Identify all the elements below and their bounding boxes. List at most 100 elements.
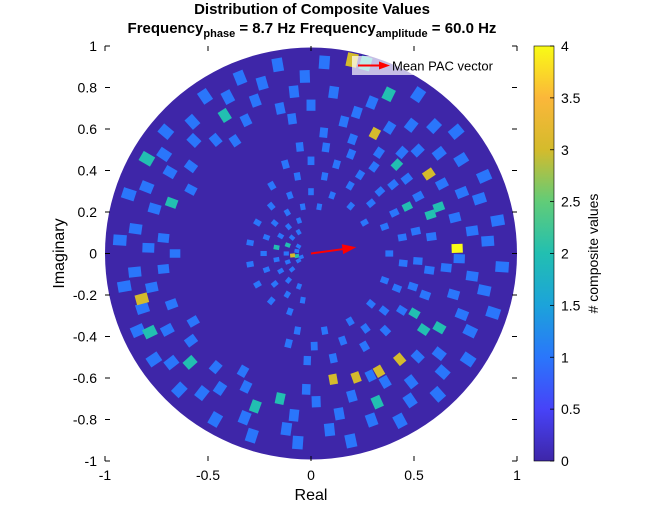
heatmap-cell-40 [280,421,293,436]
heatmap-cell-192 [283,290,292,299]
heatmap-cell-64 [288,408,300,422]
heatmap-cell-173 [267,180,277,191]
heatmap-cell-50 [426,118,443,135]
heatmap-cell-52 [288,85,300,99]
heatmap-cell-116 [451,243,463,254]
heatmap-cell-139 [410,226,422,236]
heatmap-cell-147 [303,355,312,366]
heatmap-cell-100 [382,120,397,135]
heatmap-cell-188 [262,233,271,241]
heatmap-cell-28 [255,75,269,91]
heatmap-cell-80 [208,132,223,148]
heatmap-cell-189 [260,250,267,257]
heatmap-cell-169 [365,298,376,309]
plot-area [105,47,517,460]
heatmap-cell-55 [186,132,202,149]
heatmap-cell-123 [424,209,437,221]
heatmap-cells [112,52,510,450]
heatmap-cell-30 [184,113,201,130]
heatmap-cell-110 [416,323,431,337]
heatmap-cell-130 [400,172,414,185]
heatmap-cell-135 [379,324,392,337]
heatmap-cell-144 [321,142,331,153]
colorbar-tick-label: 2 [561,246,569,262]
heatmap-cell-145 [295,142,304,152]
vector-shaft [310,248,343,255]
heatmap-cell-31 [156,146,173,163]
heatmap-cell-6 [157,123,175,140]
heatmap-cell-167 [385,250,394,257]
heatmap-cell-157 [332,159,341,170]
heatmap-cell-98 [434,177,450,191]
heatmap-cell-13 [170,381,188,399]
heatmap-cell-191 [270,280,279,288]
legend-entry-mean-pac-vector: Mean PAC vector [392,59,494,74]
heatmap-cell-178 [328,191,336,200]
heatmap-cell-81 [183,159,199,174]
heatmap-cell-182 [266,296,276,306]
heatmap-cell-134 [359,340,371,353]
legend-box [352,56,514,75]
heatmap-cell-86 [183,333,199,348]
heatmap-cell-75 [365,95,379,110]
heatmap-cell-148 [338,335,348,346]
subtitle-phase-subscript: phase [203,28,235,40]
y-tick-label: 0.4 [78,163,98,179]
heatmap-cell-23 [490,214,506,227]
heatmap-cell-9 [112,234,127,246]
heatmap-cell-14 [207,410,224,428]
colorbar-label: # composite values [585,194,601,314]
heatmap-cell-17 [344,433,358,449]
y-tick-label: -0.6 [73,370,97,386]
heatmap-cell-202 [295,217,303,225]
heatmap-cell-136 [395,304,408,316]
heatmap-cell-143 [345,148,357,160]
heatmap-cell-190 [262,266,271,274]
heatmap-cell-180 [360,218,369,227]
colorbar-tick-label: 4 [561,38,569,54]
y-axis-ticks: 1 0.8 0.6 0.4 0.2 0 -0.2 -0.4 -0.6 -0.8 -1 [73,38,517,469]
heatmap-cell-77 [306,99,316,111]
heatmap-cell-109 [364,369,377,383]
heatmap-cell-106 [186,315,200,328]
heatmap-cell-44 [434,364,451,381]
heatmap-cell-208 [288,266,296,273]
heatmap-cell-99 [410,143,425,158]
heatmap-cell-97 [448,211,462,224]
subtitle-phase-value: = 8.7 Hz Frequency [235,20,376,37]
heatmap-cell-7 [138,150,156,167]
heatmap-cell-59 [145,281,159,294]
heatmap-cell-18 [392,412,408,430]
y-tick-label: 0.8 [78,80,98,96]
heatmap-cell-68 [431,346,447,362]
colorbar: 0 0.5 1 1.5 2 2.5 3 3.5 4 # composite values [533,38,601,469]
heatmap-cell-175 [266,201,276,211]
chart-title: Distribution of Composite Values [194,1,430,18]
heatmap-cell-193 [299,203,306,211]
colorbar-tick-label: 1.5 [561,297,581,313]
heatmap-cell-8 [120,187,137,202]
heatmap-cell-155 [374,186,386,197]
heatmap-cell-84 [157,263,170,275]
heatmap-cell-39 [237,410,252,426]
heatmap-cell-70 [465,270,479,282]
mean-pac-vector [310,244,357,255]
heatmap-cell-60 [159,322,175,337]
heatmap-cell-38 [194,385,210,402]
x-tick-label: -1 [99,467,112,483]
heatmap-cell-11 [129,323,147,339]
subtitle-frequency-label: Frequency [128,20,205,37]
heatmap-cell-62 [212,380,228,397]
heatmap-cell-140 [401,201,414,212]
heatmap-cell-197 [277,232,285,240]
y-tick-label: 0.6 [78,121,98,137]
heatmap-cell-115 [368,126,382,141]
heatmap-cell-107 [236,364,250,378]
x-tick-label: 0.5 [404,467,424,483]
heatmap-cell-108 [301,383,311,395]
heatmap-cell-128 [419,289,432,301]
x-axis-label: Real [295,487,328,504]
heatmap-cell-94 [432,320,447,335]
colorbar-tick-label: 3 [561,142,569,158]
heatmap-cell-42 [364,412,379,428]
